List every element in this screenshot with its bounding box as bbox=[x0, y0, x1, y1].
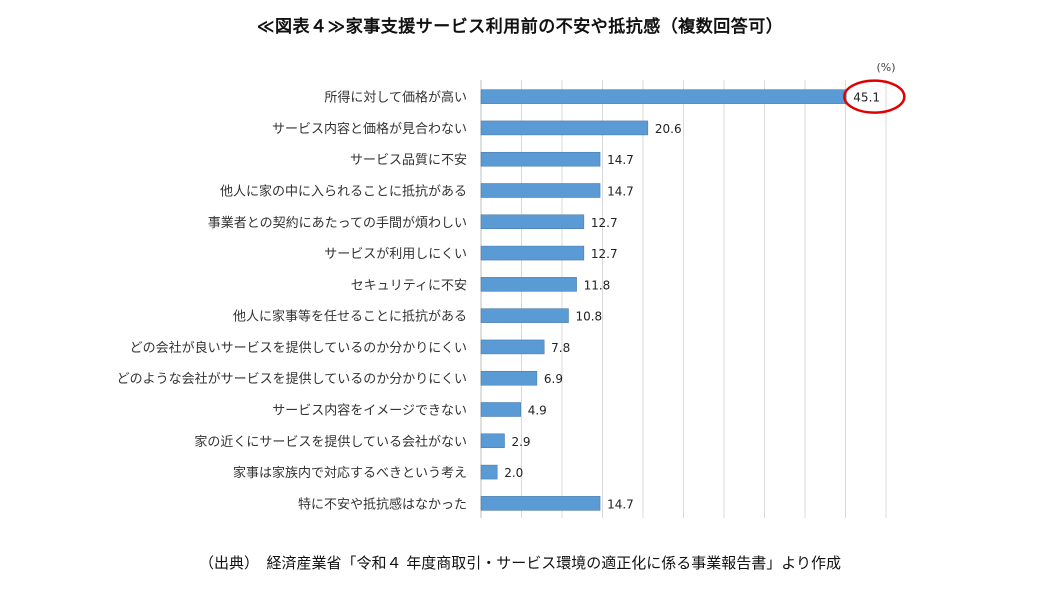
value-label: 45.1 bbox=[853, 91, 880, 105]
bar bbox=[480, 464, 498, 480]
highlight-circle bbox=[843, 79, 906, 114]
bar bbox=[480, 277, 577, 292]
value-label: 14.7 bbox=[607, 153, 634, 167]
value-label: 12.7 bbox=[591, 247, 618, 261]
bar bbox=[480, 214, 585, 230]
bar bbox=[480, 339, 545, 355]
bar bbox=[480, 370, 538, 386]
category-label: 事業者との契約にあたっての手間が煩わしい bbox=[208, 215, 467, 231]
value-label: 11.8 bbox=[584, 278, 611, 292]
value-label: 20.6 bbox=[655, 122, 682, 136]
value-label: 2.0 bbox=[504, 466, 523, 480]
category-label: サービス内容をイメージできない bbox=[272, 403, 467, 419]
chart-title: ≪図表４≫家事支援サービス利用前の不安や抵抗感（複数回答可） bbox=[256, 17, 784, 37]
bar bbox=[480, 120, 649, 136]
source-note: （出典） 経済産業省「令和４ 年度商取引・サービス環境の適正化に係る事業報告書」… bbox=[199, 554, 841, 572]
category-label: サービス品質に不安 bbox=[350, 153, 467, 168]
category-label: 特に不安や抵抗感はなかった bbox=[298, 496, 467, 512]
bar-layer bbox=[480, 89, 847, 511]
value-label: 4.9 bbox=[528, 404, 547, 418]
label-layer: 所得に対して価格が高い 45.1 サービス内容と価格が見合わない 20.6 サービス品質… bbox=[117, 79, 906, 512]
bar bbox=[480, 183, 601, 198]
bar bbox=[480, 402, 521, 417]
value-label: 12.7 bbox=[591, 216, 618, 230]
category-label: 他人に家事等を任せることに抵抗がある bbox=[233, 309, 467, 325]
value-label: 7.8 bbox=[551, 341, 570, 355]
category-label: どの会社が良いサービスを提供しているのか分かりにくい bbox=[130, 340, 467, 356]
grid-layer bbox=[480, 80, 887, 518]
category-label: サービス内容と価格が見合わない bbox=[272, 121, 467, 137]
bar bbox=[480, 433, 505, 449]
bar bbox=[480, 151, 601, 167]
value-label: 6.9 bbox=[544, 372, 563, 386]
bar bbox=[480, 496, 601, 511]
bar bbox=[480, 245, 585, 261]
value-label: 14.7 bbox=[607, 497, 634, 511]
category-label: セキュリティに不安 bbox=[351, 278, 467, 293]
category-label: 他人に家の中に入られることに抵抗がある bbox=[220, 184, 467, 200]
category-label: 所得に対して価格が高い bbox=[324, 90, 467, 106]
category-label: どのような会社がサービスを提供しているのか分かりにくい bbox=[117, 371, 467, 387]
bar bbox=[480, 89, 847, 104]
bar bbox=[480, 308, 569, 323]
value-label: 10.8 bbox=[575, 310, 602, 324]
category-label: 家事は家族内で対応するべきという考え bbox=[233, 465, 467, 481]
value-label: 2.9 bbox=[511, 435, 530, 449]
unit-label: (%) bbox=[876, 61, 895, 74]
category-label: サービスが利用しにくい bbox=[324, 247, 467, 262]
value-label: 14.7 bbox=[607, 185, 634, 199]
category-label: 家の近くにサービスを提供している会社がない bbox=[194, 434, 467, 450]
